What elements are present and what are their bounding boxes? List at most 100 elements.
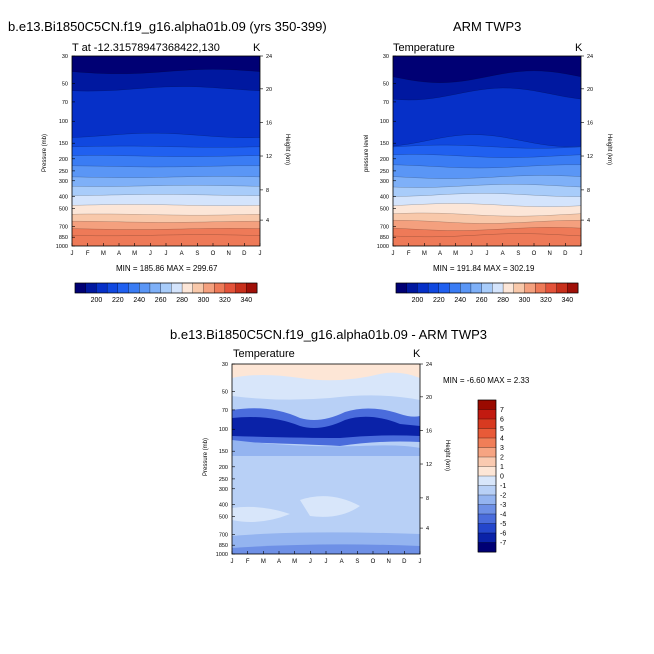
panel1-contour-line <box>71 228 261 230</box>
panel3-colorbar-label: 1 <box>500 464 504 471</box>
panel2-colorbar-label: 300 <box>519 297 531 304</box>
panel3-y-tick-label: 100 <box>219 427 228 433</box>
panel2-x-tick-label: M <box>422 251 427 257</box>
panel1-subtitle: T at -12.31578947368422,130 <box>72 42 220 54</box>
panel3-x-tick-label: M <box>292 559 297 565</box>
panel3-colorbar-cell <box>477 542 497 553</box>
panel2-colorbar-label: 280 <box>497 297 509 304</box>
panel2-y2-tick-label: 24 <box>587 54 593 60</box>
panel2-contour-line <box>392 164 581 169</box>
panel2-y-tick-label: 100 <box>380 119 389 125</box>
panel2-x-tick-label: D <box>563 251 568 257</box>
panel3-y-tick-label: 50 <box>222 390 228 396</box>
panel2-contour-line <box>392 154 582 158</box>
panel1-contour-line <box>71 86 261 92</box>
panel3-y-tick-label: 400 <box>219 502 228 508</box>
panel3-y-tick-label: 300 <box>219 487 228 493</box>
panel3-x-tick-label: J <box>231 559 234 565</box>
panel2-colorbar-cell <box>406 282 418 294</box>
panel1-colorbar-cell <box>214 282 226 294</box>
panel1-colorbar-label: 340 <box>240 297 252 304</box>
panel2-colorbar-frame <box>395 282 579 294</box>
panel1-y-tick-label: 150 <box>59 141 68 147</box>
panel1-x-tick-label: D <box>242 251 247 257</box>
panel1-colorbar-cell <box>139 282 151 294</box>
panel1-colorbar-label: 240 <box>133 297 145 304</box>
panel2-minmax: MIN = 191.84 MAX = 302.19 <box>433 264 535 273</box>
panel3-y-tick-label: 70 <box>222 408 228 414</box>
panel2-x-tick-label: O <box>532 251 537 257</box>
panel3-y-tick-label: 500 <box>219 514 228 520</box>
panel1-colorbar-label: 220 <box>112 297 124 304</box>
panel3-y-tick-label: 850 <box>219 543 228 549</box>
panel2-colorbar-label: 340 <box>561 297 573 304</box>
panel3-colorbar-cell <box>477 409 497 420</box>
panel3-y-tick-label: 250 <box>219 477 228 483</box>
panel3-y-tick-label: 700 <box>219 533 228 539</box>
panel1-y-tick-label: 400 <box>59 194 68 200</box>
panel2-y-tick-label: 150 <box>380 141 389 147</box>
panel3-colorbar-label: 2 <box>500 455 504 462</box>
panel3-x-tick-label: J <box>419 559 422 565</box>
panel3-y2-tick-label: 8 <box>426 496 429 502</box>
panel2-x-tick-label: N <box>547 251 551 257</box>
panel3-region-light2 <box>300 496 360 517</box>
panel2-colorbar-cell <box>502 282 515 294</box>
panel2-contour-line <box>392 193 581 197</box>
panel3-colorbar-cell <box>477 523 497 534</box>
panel3-region-light3 <box>232 506 290 522</box>
panel3-colorbar-label: -2 <box>500 493 506 500</box>
panel3-x-tick-label: N <box>386 559 390 565</box>
panel2-contour-line <box>392 203 582 207</box>
panel1-y2-tick-label: 24 <box>266 54 272 60</box>
panel1-contour-band <box>72 56 260 74</box>
panel3-y2-tick-label: 4 <box>426 526 429 532</box>
panel2-y-tick-label: 500 <box>380 206 389 212</box>
panel2-x-tick-label: A <box>501 251 505 257</box>
panel3-colorbar-cell <box>477 456 497 467</box>
panel3-colorbar-cell <box>477 513 497 524</box>
panel2-colorbar-cell <box>449 282 461 294</box>
panel2-y2-tick-label: 4 <box>587 218 590 224</box>
panel3-colorbar-label: -1 <box>500 483 506 490</box>
panel3-colorbar-label: 3 <box>500 445 504 452</box>
panel3-colorbar-cell <box>477 485 497 496</box>
panel3-colorbar-cell <box>477 504 497 515</box>
panel3-colorbar-frame <box>477 399 497 553</box>
panel1-units: K <box>253 42 261 54</box>
panel1-colorbar-cell <box>235 282 247 294</box>
panel2-y-tick-label: 1000 <box>377 244 389 250</box>
panel3-colorbar-label: 6 <box>500 417 504 424</box>
panel2-y-tick-label: 700 <box>380 225 389 231</box>
panel3-y-tick-label: 1000 <box>216 552 228 558</box>
panel3-colorbar-cell <box>477 466 497 477</box>
panel1-y2-tick-label: 8 <box>266 188 269 194</box>
panel3-colorbar-cell <box>477 532 497 543</box>
panel1-y-tick-label: 100 <box>59 119 68 125</box>
panel1-colorbar-cell <box>192 282 204 294</box>
panel1-y-tick-label: 500 <box>59 206 68 212</box>
panel3-y2-tick-label: 20 <box>426 395 432 401</box>
panel3-x-tick-label: J <box>325 559 328 565</box>
panel1-y2-tick-label: 16 <box>266 120 272 126</box>
panel3-subtitle: Temperature <box>233 348 295 360</box>
panel3-colorbar-label: -7 <box>500 540 506 547</box>
panel3-colorbar-label: 4 <box>500 436 504 443</box>
panel3-colorbar-cell <box>477 428 497 439</box>
panel1-y-tick-label: 30 <box>62 54 68 60</box>
panel2-y2-tick-label: 8 <box>587 188 590 194</box>
panel2-y-tick-label: 50 <box>383 82 389 88</box>
panel2-subtitle: Temperature <box>393 42 455 54</box>
panel1-colorbar-cell <box>160 282 172 294</box>
panel2-units: K <box>575 42 583 54</box>
panel1-x-tick-label: A <box>180 251 184 257</box>
panel1-x-tick-label: J <box>71 251 74 257</box>
panel1-contour-line <box>71 213 261 216</box>
panel1-y-tick-label: 250 <box>59 169 68 175</box>
panel3-x-tick-label: O <box>371 559 376 565</box>
panel2-contour-line <box>392 70 582 83</box>
panel1-contour-line <box>71 234 261 236</box>
panel1-colorbar-cell <box>128 282 140 294</box>
panel2-colorbar-cell <box>492 282 504 294</box>
panel2-x-tick-label: A <box>438 251 442 257</box>
